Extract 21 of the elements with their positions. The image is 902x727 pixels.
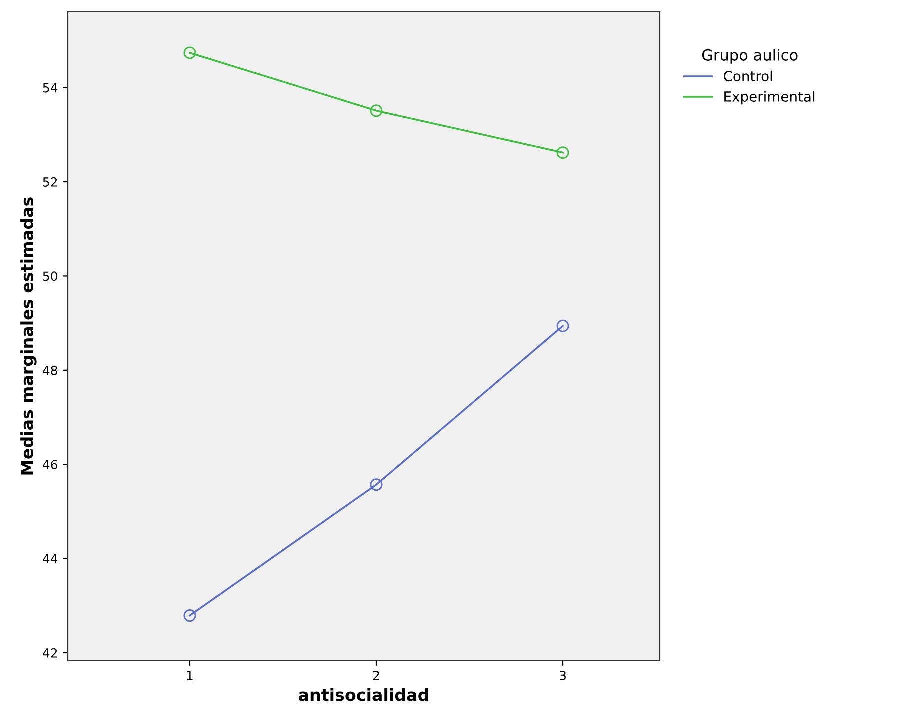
- y-tick-label: 44: [42, 554, 58, 564]
- y-tick-label: 46: [42, 460, 58, 470]
- point: [370, 104, 383, 118]
- point: [556, 320, 570, 332]
- y-tick-label: 48: [42, 366, 58, 376]
- point: [556, 146, 570, 160]
- point: [184, 610, 196, 622]
- x-tick-label: 3: [560, 670, 566, 680]
- x-tick-label: 2: [373, 670, 380, 680]
- legend-title: Grupo aulico: [702, 49, 798, 64]
- y-axis-title: Medias marginales estimadas: [20, 198, 37, 475]
- y-tick-label: 42: [42, 648, 58, 658]
- legend-label: Experimental: [724, 91, 815, 105]
- point: [370, 478, 383, 492]
- point: [184, 46, 196, 60]
- y-tick-label: 50: [43, 272, 58, 282]
- y-tick-label: 54: [43, 83, 58, 93]
- x-axis-title: antisocialidad: [298, 688, 428, 702]
- x-tick-label: 1: [187, 671, 193, 680]
- y-tick-label: 52: [43, 177, 58, 187]
- legend-label: Control: [724, 70, 772, 82]
